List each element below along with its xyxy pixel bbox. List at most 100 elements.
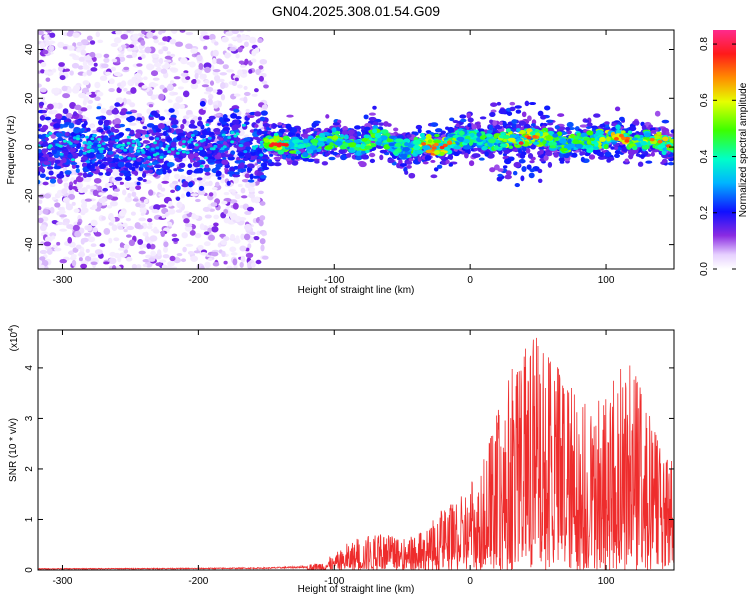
spectrogram-cell	[123, 172, 132, 178]
spectrogram-cell	[94, 249, 103, 255]
spectrogram-cell	[243, 233, 251, 241]
spectrogram-cell	[259, 174, 267, 179]
spectrogram-cell	[39, 127, 47, 133]
spectrogram-cell	[80, 238, 85, 245]
spectrogram-cell	[68, 30, 74, 35]
spectrogram-cell	[39, 87, 47, 93]
spectrogram-cell	[199, 164, 204, 168]
spectrogram-cell	[291, 139, 301, 144]
spectrogram-cell	[213, 222, 219, 227]
spectrogram-cell	[47, 103, 54, 110]
spectrogram-cell	[430, 122, 439, 128]
spectrogram-cell	[547, 161, 553, 168]
spectrogram-cell	[169, 62, 177, 66]
spectrogram-cell	[40, 69, 45, 74]
spectrogram-cell	[468, 160, 475, 167]
spectrogram-cell	[120, 170, 128, 174]
spectrogram-cell	[142, 172, 147, 178]
spectrogram-cell	[111, 224, 118, 231]
spectrogram-cell	[247, 243, 252, 249]
spectrogram-cell	[159, 155, 164, 159]
spectrogram-cell	[225, 31, 234, 37]
spectrogram-cell	[223, 118, 231, 122]
spectrogram-cell	[119, 210, 126, 217]
spectrogram-cell	[575, 143, 583, 149]
spectrogram-cell	[48, 40, 56, 44]
spectrogram-cell	[89, 40, 96, 45]
spectrogram-cell	[196, 177, 203, 181]
spectrogram-cell	[80, 39, 89, 45]
spectrogram-cell	[49, 183, 56, 188]
spectrogram-cell	[128, 44, 135, 48]
spectrogram-cell	[183, 210, 190, 214]
spectrogram-cell	[136, 63, 143, 67]
spectrogram-cell	[288, 150, 297, 154]
spectrogram-cell	[502, 121, 507, 127]
spectrogram-cell	[170, 53, 176, 58]
spectrogram-cell	[505, 170, 512, 176]
spectrogram-cell	[215, 181, 220, 187]
spectrogram-cell	[82, 141, 87, 145]
spectrogram-cell	[94, 81, 101, 89]
spectrogram-cell	[234, 215, 242, 223]
spectrogram-cell	[235, 132, 240, 136]
spectrogram-cell	[82, 60, 88, 67]
spectrogram-cell	[153, 204, 161, 211]
spectrogram-cell	[244, 152, 252, 159]
spectrogram-cell	[478, 157, 485, 161]
spectrogram-cell	[43, 161, 51, 166]
spectrogram-cell	[110, 42, 119, 47]
spectrogram-cell	[212, 57, 217, 65]
spectrogram-cell	[214, 74, 221, 82]
spectrogram-cell	[198, 182, 207, 187]
spectrogram-cell	[43, 241, 52, 247]
spectrogram-cell	[61, 188, 68, 195]
spectrogram-cell	[123, 244, 130, 250]
spectrogram-cell	[111, 108, 120, 115]
spectrogram-cell	[91, 129, 99, 134]
spectrogram-cell	[78, 149, 84, 156]
spectrogram-cell	[66, 224, 74, 229]
spectrogram-cell	[163, 241, 169, 248]
spectrogram-cell	[227, 156, 235, 161]
spectrogram-cell	[522, 145, 527, 152]
spectrogram-cell	[464, 152, 469, 159]
spectrogram-cell	[237, 183, 243, 188]
spectrogram-cell	[144, 134, 149, 138]
spectrogram-cell	[515, 109, 522, 114]
spectrogram-cell	[222, 154, 230, 158]
spectrogram-cell	[48, 45, 55, 52]
spectrogram-cell	[640, 140, 648, 146]
spectrogram-cell	[599, 123, 606, 128]
spectrogram-cell	[163, 109, 169, 113]
spectrogram-cell	[203, 91, 212, 95]
spectrogram-cell	[221, 159, 229, 165]
spectrogram-cell	[529, 160, 535, 164]
spectrogram-cell	[138, 44, 144, 51]
spectrogram-cell	[248, 186, 255, 193]
spectrogram-cell	[257, 167, 262, 172]
spectrogram-cell	[147, 218, 153, 223]
spectrogram-cell	[449, 117, 455, 122]
spectrogram-cell	[115, 139, 119, 142]
spectrogram-cell	[45, 77, 51, 82]
spectrogram-cell	[161, 264, 168, 269]
spectrogram-cell	[241, 123, 246, 127]
spectrogram-cell	[129, 102, 136, 108]
spectrogram-cell	[202, 106, 207, 111]
spectrogram-cell	[250, 58, 257, 63]
spectrogram-cell	[150, 250, 156, 257]
spectrogram-cell	[42, 49, 49, 55]
spectrogram-cell	[518, 120, 527, 126]
spectrogram-cell	[216, 152, 222, 158]
spectrogram-cell	[47, 145, 52, 149]
spectrogram-cell	[339, 134, 345, 138]
spectrogram-cell	[92, 227, 98, 233]
spectrogram-cell	[154, 164, 162, 169]
spectrogram-cell	[136, 117, 143, 121]
spectrogram-cell	[153, 62, 162, 68]
spectrogram-cell	[545, 151, 551, 156]
spectrogram-cell	[199, 223, 205, 230]
spectrogram-cell	[59, 171, 64, 176]
spectrogram-cell	[218, 137, 224, 141]
